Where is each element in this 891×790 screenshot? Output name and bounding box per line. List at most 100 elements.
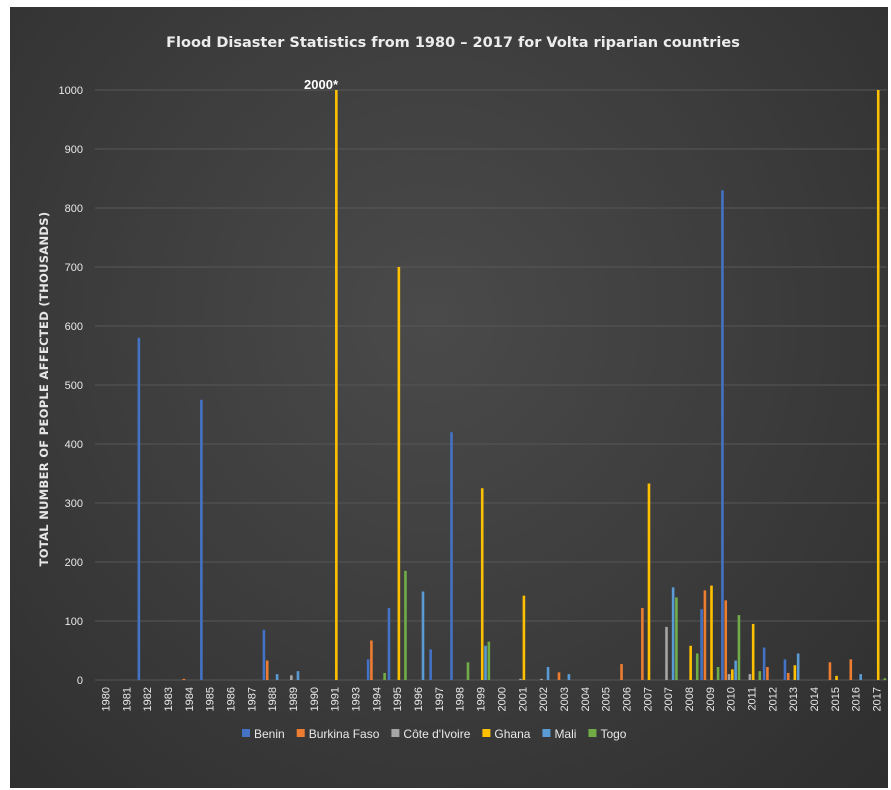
bar-togo-1994 (383, 672, 386, 680)
bar-ghana-2013 (793, 665, 797, 680)
x-tick-label: 1994 (371, 687, 383, 711)
chart-area (10, 7, 888, 788)
bar-benin-1988 (262, 629, 266, 680)
y-tick-label: 200 (65, 557, 83, 569)
legend-swatch (242, 729, 250, 737)
x-tick-label: 1983 (163, 687, 175, 711)
x-tick-label: 2002 (538, 687, 550, 711)
bar-mali-2002 (546, 667, 550, 680)
legend-label: Burkina Faso (309, 727, 380, 741)
x-tick-label: 1988 (267, 687, 279, 711)
bar-togo-2010 (737, 615, 741, 680)
gridlines (95, 89, 887, 681)
bar-c-te-d-ivoire-2011 (748, 674, 752, 680)
bar-benin-2012 (762, 647, 766, 680)
x-tick-label: 2015 (830, 687, 842, 711)
x-tick-label: 1987 (246, 687, 258, 711)
bar-c-te-d-ivoire-2001 (519, 678, 522, 680)
bar-togo-2017 (883, 678, 887, 680)
y-tick-label: 800 (65, 203, 83, 215)
legend-label: Ghana (494, 727, 530, 741)
legend-swatch (391, 729, 400, 737)
x-tick-label: 1986 (225, 687, 237, 711)
bar-burkina-faso-2012 (766, 667, 769, 680)
bar-benin-2009 (700, 609, 703, 680)
bar-ghana-1999 (480, 488, 484, 680)
y-tick-label: 0 (77, 675, 83, 687)
legend-swatch (542, 729, 551, 737)
bar-mali-2013 (796, 653, 800, 680)
x-tick-label: 2008 (684, 687, 696, 711)
bar-benin-1994 (366, 659, 370, 680)
bar-benin-1982 (137, 337, 141, 680)
bar-mali-1989 (296, 671, 300, 680)
bar-c-te-d-ivoire-2010 (727, 674, 731, 680)
x-tick-label: 1991 (330, 687, 342, 711)
x-tick-label: 1980 (100, 687, 112, 711)
x-tick-label: 2010 (726, 687, 738, 711)
bar-burkina-faso-2010 (724, 600, 728, 680)
bar-togo-1999 (487, 641, 491, 680)
bar-mali-2003 (567, 674, 571, 680)
x-tick-label: 1985 (205, 687, 217, 711)
x-tick-label: 1981 (121, 687, 133, 711)
y-axis-ticks: 0 100 200 300 400 500 600 700 800 900 1000 (59, 85, 83, 687)
x-axis-ticks: 1980 1981 1982 1983 1984 1985 1986 1987 1988 1989… (100, 687, 883, 711)
bar-burkina-faso-1994 (370, 640, 373, 680)
legend-swatch (482, 729, 491, 737)
legend-item: Burkina Faso (296, 727, 380, 741)
x-tick-label: 1995 (392, 687, 404, 711)
legend-label: Benin (254, 727, 285, 741)
x-tick-label: 2006 (621, 687, 633, 711)
bar-ghana-2011 (751, 623, 755, 680)
bar-c-te-d-ivoire-2007 (665, 626, 668, 680)
legend-item: Togo (588, 727, 627, 741)
bars (137, 90, 887, 681)
bar-ghana-1995 (397, 267, 401, 680)
y-tick-label: 400 (65, 439, 83, 451)
x-tick-label: 1984 (184, 687, 196, 711)
bar-benin-2013 (783, 659, 787, 680)
y-tick-label: 100 (65, 616, 83, 628)
bar-burkina-faso-2009 (703, 590, 707, 680)
legend-label: Côte d'Ivoire (403, 727, 470, 741)
bar-mali-1999 (484, 645, 487, 680)
bar-mali-2007 (671, 587, 675, 680)
bar-burkina-faso-2003 (557, 672, 561, 680)
legend-item: Ghana (482, 727, 531, 741)
x-tick-label: 2001 (517, 687, 529, 711)
y-tick-label: 300 (65, 498, 83, 510)
bar-ghana-2008 (689, 645, 692, 680)
x-tick-label: 2004 (580, 687, 592, 711)
bar-burkina-faso-2006 (620, 664, 623, 680)
bar-benin-1997 (429, 649, 432, 680)
chart-title: Flood Disaster Statistics from 1980 – 20… (166, 35, 740, 51)
y-tick-label: 1000 (59, 85, 83, 97)
x-tick-label: 1989 (288, 687, 300, 711)
bar-togo-2009 (716, 667, 720, 680)
x-tick-label: 2000 (496, 687, 508, 711)
legend-item: Côte d'Ivoire (391, 727, 471, 741)
x-tick-label: 2003 (559, 687, 571, 711)
x-tick-label: 2005 (601, 687, 613, 711)
legend: Benin Burkina Faso Côte d'Ivoire Ghana Mali T… (242, 727, 627, 741)
bar-c-te-d-ivoire-1989 (290, 675, 293, 680)
x-tick-label: 2017 (872, 687, 884, 711)
x-tick-label: 1996 (413, 687, 425, 711)
x-tick-label: 1999 (476, 687, 488, 711)
bar-burkina-faso-2016 (849, 659, 853, 680)
legend-label: Togo (600, 727, 626, 741)
x-tick-label: 1982 (142, 687, 154, 711)
bar-c-te-d-ivoire-2002 (540, 678, 543, 680)
x-tick-label: 2009 (705, 687, 717, 711)
y-tick-label: 600 (65, 321, 83, 333)
x-tick-label: 1993 (351, 687, 363, 711)
y-tick-label: 700 (65, 262, 83, 274)
x-tick-label: 1990 (309, 687, 321, 711)
bar-benin-2010 (721, 190, 724, 681)
bar-burkina-faso-2015 (828, 662, 832, 680)
bar-ghana-1991 (335, 90, 338, 680)
bar-togo-2011 (758, 671, 762, 680)
bar-togo-1995 (404, 570, 407, 680)
